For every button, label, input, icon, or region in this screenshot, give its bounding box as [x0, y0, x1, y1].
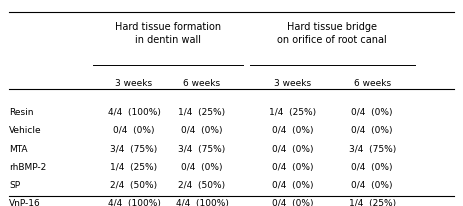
Text: 2/4  (50%): 2/4 (50%) — [178, 180, 225, 189]
Text: 0/4  (0%): 0/4 (0%) — [351, 126, 393, 135]
Text: 0/4  (0%): 0/4 (0%) — [272, 162, 313, 171]
Text: 4/4  (100%): 4/4 (100%) — [107, 198, 160, 206]
Text: MTA: MTA — [9, 144, 28, 153]
Text: 3/4  (75%): 3/4 (75%) — [349, 144, 396, 153]
Text: rhBMP-2: rhBMP-2 — [9, 162, 46, 171]
Text: 0/4  (0%): 0/4 (0%) — [272, 180, 313, 189]
Text: 3/4  (75%): 3/4 (75%) — [110, 144, 157, 153]
Text: 1/4  (25%): 1/4 (25%) — [178, 108, 225, 117]
Text: 6 weeks: 6 weeks — [354, 78, 391, 87]
Text: 0/4  (0%): 0/4 (0%) — [272, 126, 313, 135]
Text: 3/4  (75%): 3/4 (75%) — [178, 144, 225, 153]
Text: 0/4  (0%): 0/4 (0%) — [351, 162, 393, 171]
Text: Hard tissue formation
in dentin wall: Hard tissue formation in dentin wall — [115, 22, 221, 45]
Text: 6 weeks: 6 weeks — [183, 78, 220, 87]
Text: 0/4  (0%): 0/4 (0%) — [181, 162, 223, 171]
Text: 0/4  (0%): 0/4 (0%) — [351, 108, 393, 117]
Text: VnP-16: VnP-16 — [9, 198, 41, 206]
Text: 2/4  (50%): 2/4 (50%) — [110, 180, 157, 189]
Text: 4/4  (100%): 4/4 (100%) — [107, 108, 160, 117]
Text: Resin: Resin — [9, 108, 34, 117]
Text: Hard tissue bridge
on orifice of root canal: Hard tissue bridge on orifice of root ca… — [277, 22, 387, 45]
Text: SP: SP — [9, 180, 20, 189]
Text: 0/4  (0%): 0/4 (0%) — [181, 126, 223, 135]
Text: 0/4  (0%): 0/4 (0%) — [113, 126, 155, 135]
Text: 1/4  (25%): 1/4 (25%) — [349, 198, 396, 206]
Text: 0/4  (0%): 0/4 (0%) — [351, 180, 393, 189]
Text: 1/4  (25%): 1/4 (25%) — [110, 162, 157, 171]
Text: Vehicle: Vehicle — [9, 126, 42, 135]
Text: 0/4  (0%): 0/4 (0%) — [272, 198, 313, 206]
Text: 3 weeks: 3 weeks — [274, 78, 311, 87]
Text: 3 weeks: 3 weeks — [115, 78, 152, 87]
Text: 1/4  (25%): 1/4 (25%) — [269, 108, 316, 117]
Text: 4/4  (100%): 4/4 (100%) — [175, 198, 228, 206]
Text: 0/4  (0%): 0/4 (0%) — [272, 144, 313, 153]
